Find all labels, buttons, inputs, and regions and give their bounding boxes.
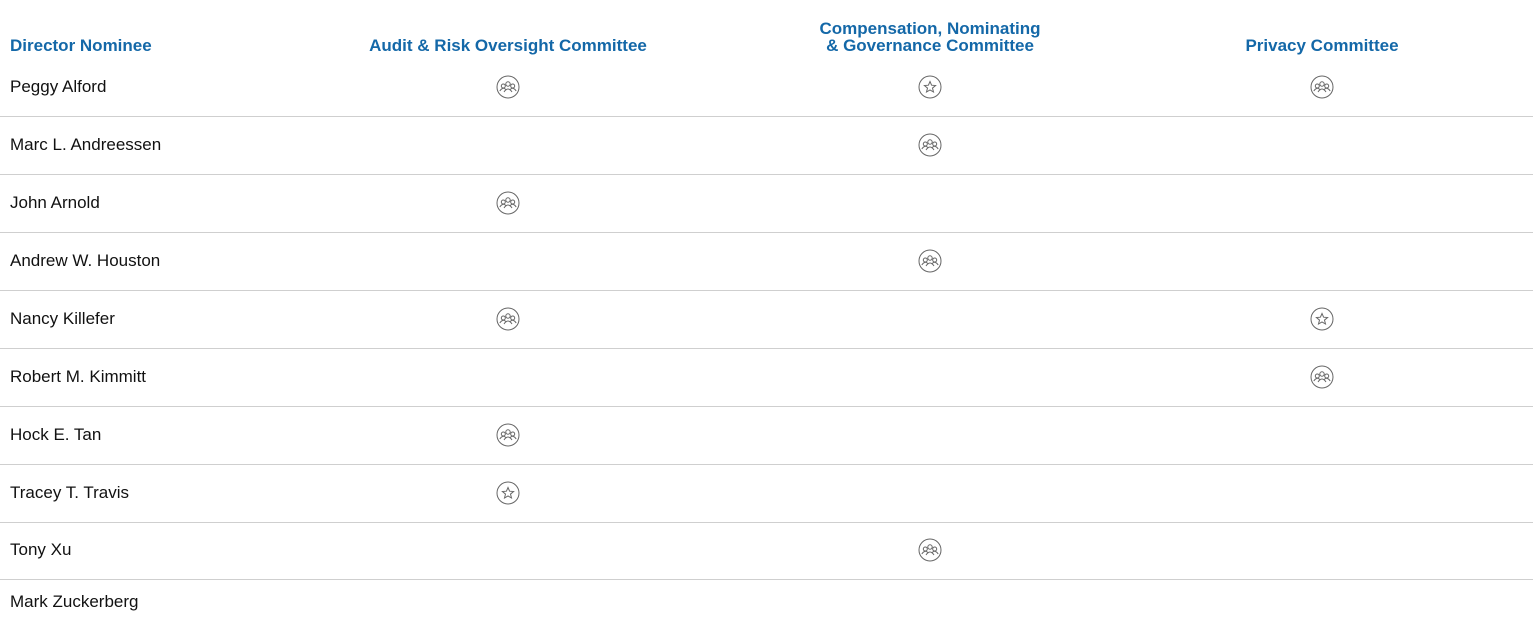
- director-name: John Arnold: [10, 193, 100, 212]
- director-name: Robert M. Kimmitt: [10, 367, 147, 386]
- director-name: Peggy Alford: [10, 77, 107, 96]
- table-row: Peggy Alford: [0, 59, 1533, 117]
- director-name: Andrew W. Houston: [10, 251, 161, 270]
- member-icon: [918, 538, 942, 562]
- table-row: Hock E. Tan: [0, 407, 1533, 465]
- director-name: Marc L. Andreessen: [10, 135, 162, 154]
- member-icon: [496, 423, 520, 447]
- column-header: Audit & Risk Oversight Committee: [369, 36, 647, 55]
- director-name: Hock E. Tan: [10, 425, 102, 444]
- column-header: Privacy Committee: [1245, 36, 1399, 55]
- member-icon: [1310, 365, 1334, 389]
- table-row: Marc L. Andreessen: [0, 117, 1533, 175]
- chair-icon: [1310, 307, 1334, 331]
- table-row: Andrew W. Houston: [0, 233, 1533, 291]
- table-row: Mark Zuckerberg: [0, 580, 1533, 619]
- member-icon: [1310, 75, 1334, 99]
- director-name: Mark Zuckerberg: [10, 592, 139, 611]
- table-row: Tracey T. Travis: [0, 465, 1533, 523]
- member-icon: [918, 249, 942, 273]
- member-icon: [496, 191, 520, 215]
- chair-icon: [918, 75, 942, 99]
- director-name: Tracey T. Travis: [10, 483, 130, 502]
- table-row: Tony Xu: [0, 522, 1533, 580]
- table-row: John Arnold: [0, 175, 1533, 233]
- member-icon: [496, 75, 520, 99]
- director-name: Nancy Killefer: [10, 309, 115, 328]
- chair-icon: [496, 481, 520, 505]
- column-header: Director Nominee: [10, 36, 152, 55]
- member-icon: [496, 307, 520, 331]
- member-icon: [918, 133, 942, 157]
- director-name: Tony Xu: [10, 540, 72, 559]
- column-header: Compensation, Nominating & Governance Co…: [819, 19, 1041, 55]
- table-row: Robert M. Kimmitt: [0, 349, 1533, 407]
- table-row: Nancy Killefer: [0, 291, 1533, 349]
